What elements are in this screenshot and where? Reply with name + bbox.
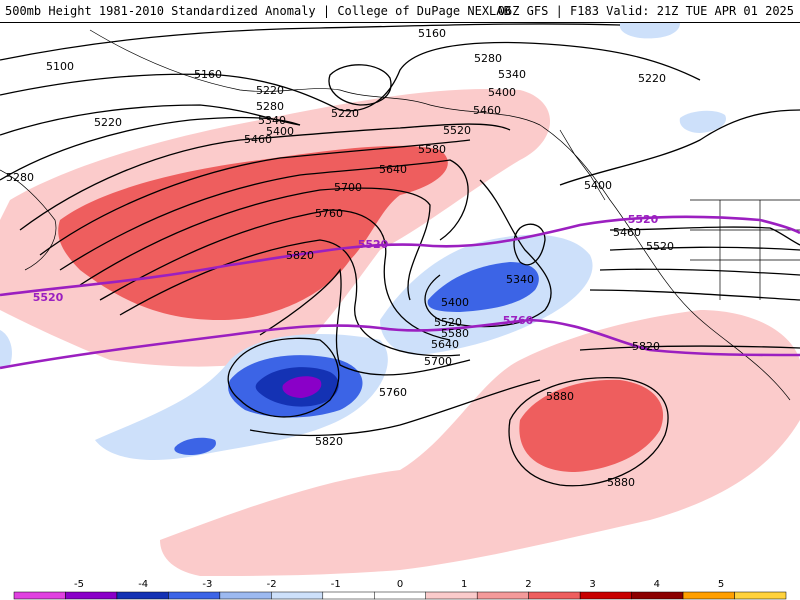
contour-label: 5580 [441,327,469,340]
contour-label: 5700 [334,181,362,194]
contour-label: 5220 [331,107,359,120]
colorbar-segment [476,591,529,600]
colorbar-tick-label: -5 [74,579,84,590]
colorbar-tick-label: 4 [654,579,660,590]
contour-label: 5160 [194,68,222,81]
colorbar-tick-label: 0 [397,579,403,590]
positive-anomaly-2sd-south [519,379,664,472]
anomaly-shading [0,23,800,576]
colorbar-ticks: -5 -4 -3 -2 -1 0 1 2 3 4 5 [74,579,724,590]
contour-label: 5640 [379,163,407,176]
contour-label: 5220 [638,72,666,85]
contour-label: 5520 [443,124,471,137]
contour-label: 5100 [46,60,74,73]
contour-label: 5400 [584,179,612,192]
map-title: 500mb Height 1981-2010 Standardized Anom… [5,4,511,18]
purple-contour-5760 [0,318,800,370]
negative-anomaly-small-blob [174,437,216,455]
colorbar-tick-label: 5 [718,579,724,590]
colorbar-segment [734,591,787,600]
anomaly-map: 5160 5100 5160 5280 5220 5340 5400 5220 … [0,23,800,576]
colorbar-segment [374,591,426,600]
contour-label: 5280 [6,171,34,184]
purple-label: 5520 [628,213,659,226]
coastlines [0,29,800,401]
black-contour-labels: 5160 5100 5160 5280 5220 5340 5400 5220 … [6,27,674,489]
purple-contour-5520 [0,215,800,297]
contour-label: 5880 [607,476,635,489]
contour-label: 5760 [379,386,407,399]
colorbar-tick-label: -2 [267,579,277,590]
purple-contour-labels: 5520 5520 5520 5760 [33,213,659,327]
purple-label: 5760 [503,314,534,327]
purple-label: 5520 [33,291,64,304]
colorbar-segment [13,591,66,600]
colorbar-tick-label: 3 [589,579,595,590]
colorbar-tick-label: -3 [202,579,212,590]
colorbar-segment [168,591,221,600]
contour-label: 5520 [646,240,674,253]
contour-label: 5460 [473,104,501,117]
colorbar-segment [631,591,684,600]
negative-anomaly-nw-patch [619,23,680,39]
colorbar-segment [579,591,632,600]
model-run-info: 06Z GFS | F183 Valid: 21Z TUE APR 01 202… [497,4,794,18]
colorbar-segment [271,591,324,600]
contour-label: 5400 [266,125,294,138]
colorbar-tick-label: 2 [525,579,531,590]
contour-label: 5520 [434,316,462,329]
colorbar-segment [322,591,375,600]
contour-label: 5460 [244,133,272,146]
positive-anomaly-1sd-south [160,310,800,576]
negative-anomaly-ne-patch [679,110,726,133]
contour-label: 5400 [441,296,469,309]
contour-label: 5280 [474,52,502,65]
contour-label: 5160 [418,27,446,40]
colorbar-segment [682,591,735,600]
contour-label: 5220 [94,116,122,129]
contour-label: 5340 [498,68,526,81]
colorbar-segments [13,591,787,600]
negative-anomaly-west-edge [0,330,12,368]
contour-label: 5880 [546,390,574,403]
contour-label: 5340 [506,273,534,286]
negative-anomaly-2sd-center [427,262,539,312]
contour-label: 5280 [256,100,284,113]
contour-label: 5220 [256,84,284,97]
contour-label: 5820 [315,435,343,448]
colorbar-tick-label: -1 [331,579,341,590]
contour-label: 5700 [424,355,452,368]
colorbar-segment [65,591,118,600]
anomaly-colorbar: -5 -4 -3 -2 -1 0 1 2 3 4 5 [13,579,787,600]
contour-label: 5400 [488,86,516,99]
colorbar-tick-label: 1 [461,579,467,590]
height-contours [0,23,800,487]
contour-label: 5340 [258,114,286,127]
purple-label: 5520 [358,238,389,251]
contour-label: 5460 [613,226,641,239]
colorbar-segment [219,591,272,600]
colorbar-segment [528,591,581,600]
colorbar-segment [425,591,478,600]
contour-label: 5580 [418,143,446,156]
negative-anomaly-4sd-west [282,376,322,398]
contour-label: 5820 [632,340,660,353]
colorbar-segment [116,591,169,600]
colorbar-tick-label: -4 [138,579,148,590]
map-header: 500mb Height 1981-2010 Standardized Anom… [0,0,800,23]
contour-label: 5820 [286,249,314,262]
contour-label: 5640 [431,338,459,351]
contour-label: 5760 [315,207,343,220]
purple-contours [0,215,800,370]
